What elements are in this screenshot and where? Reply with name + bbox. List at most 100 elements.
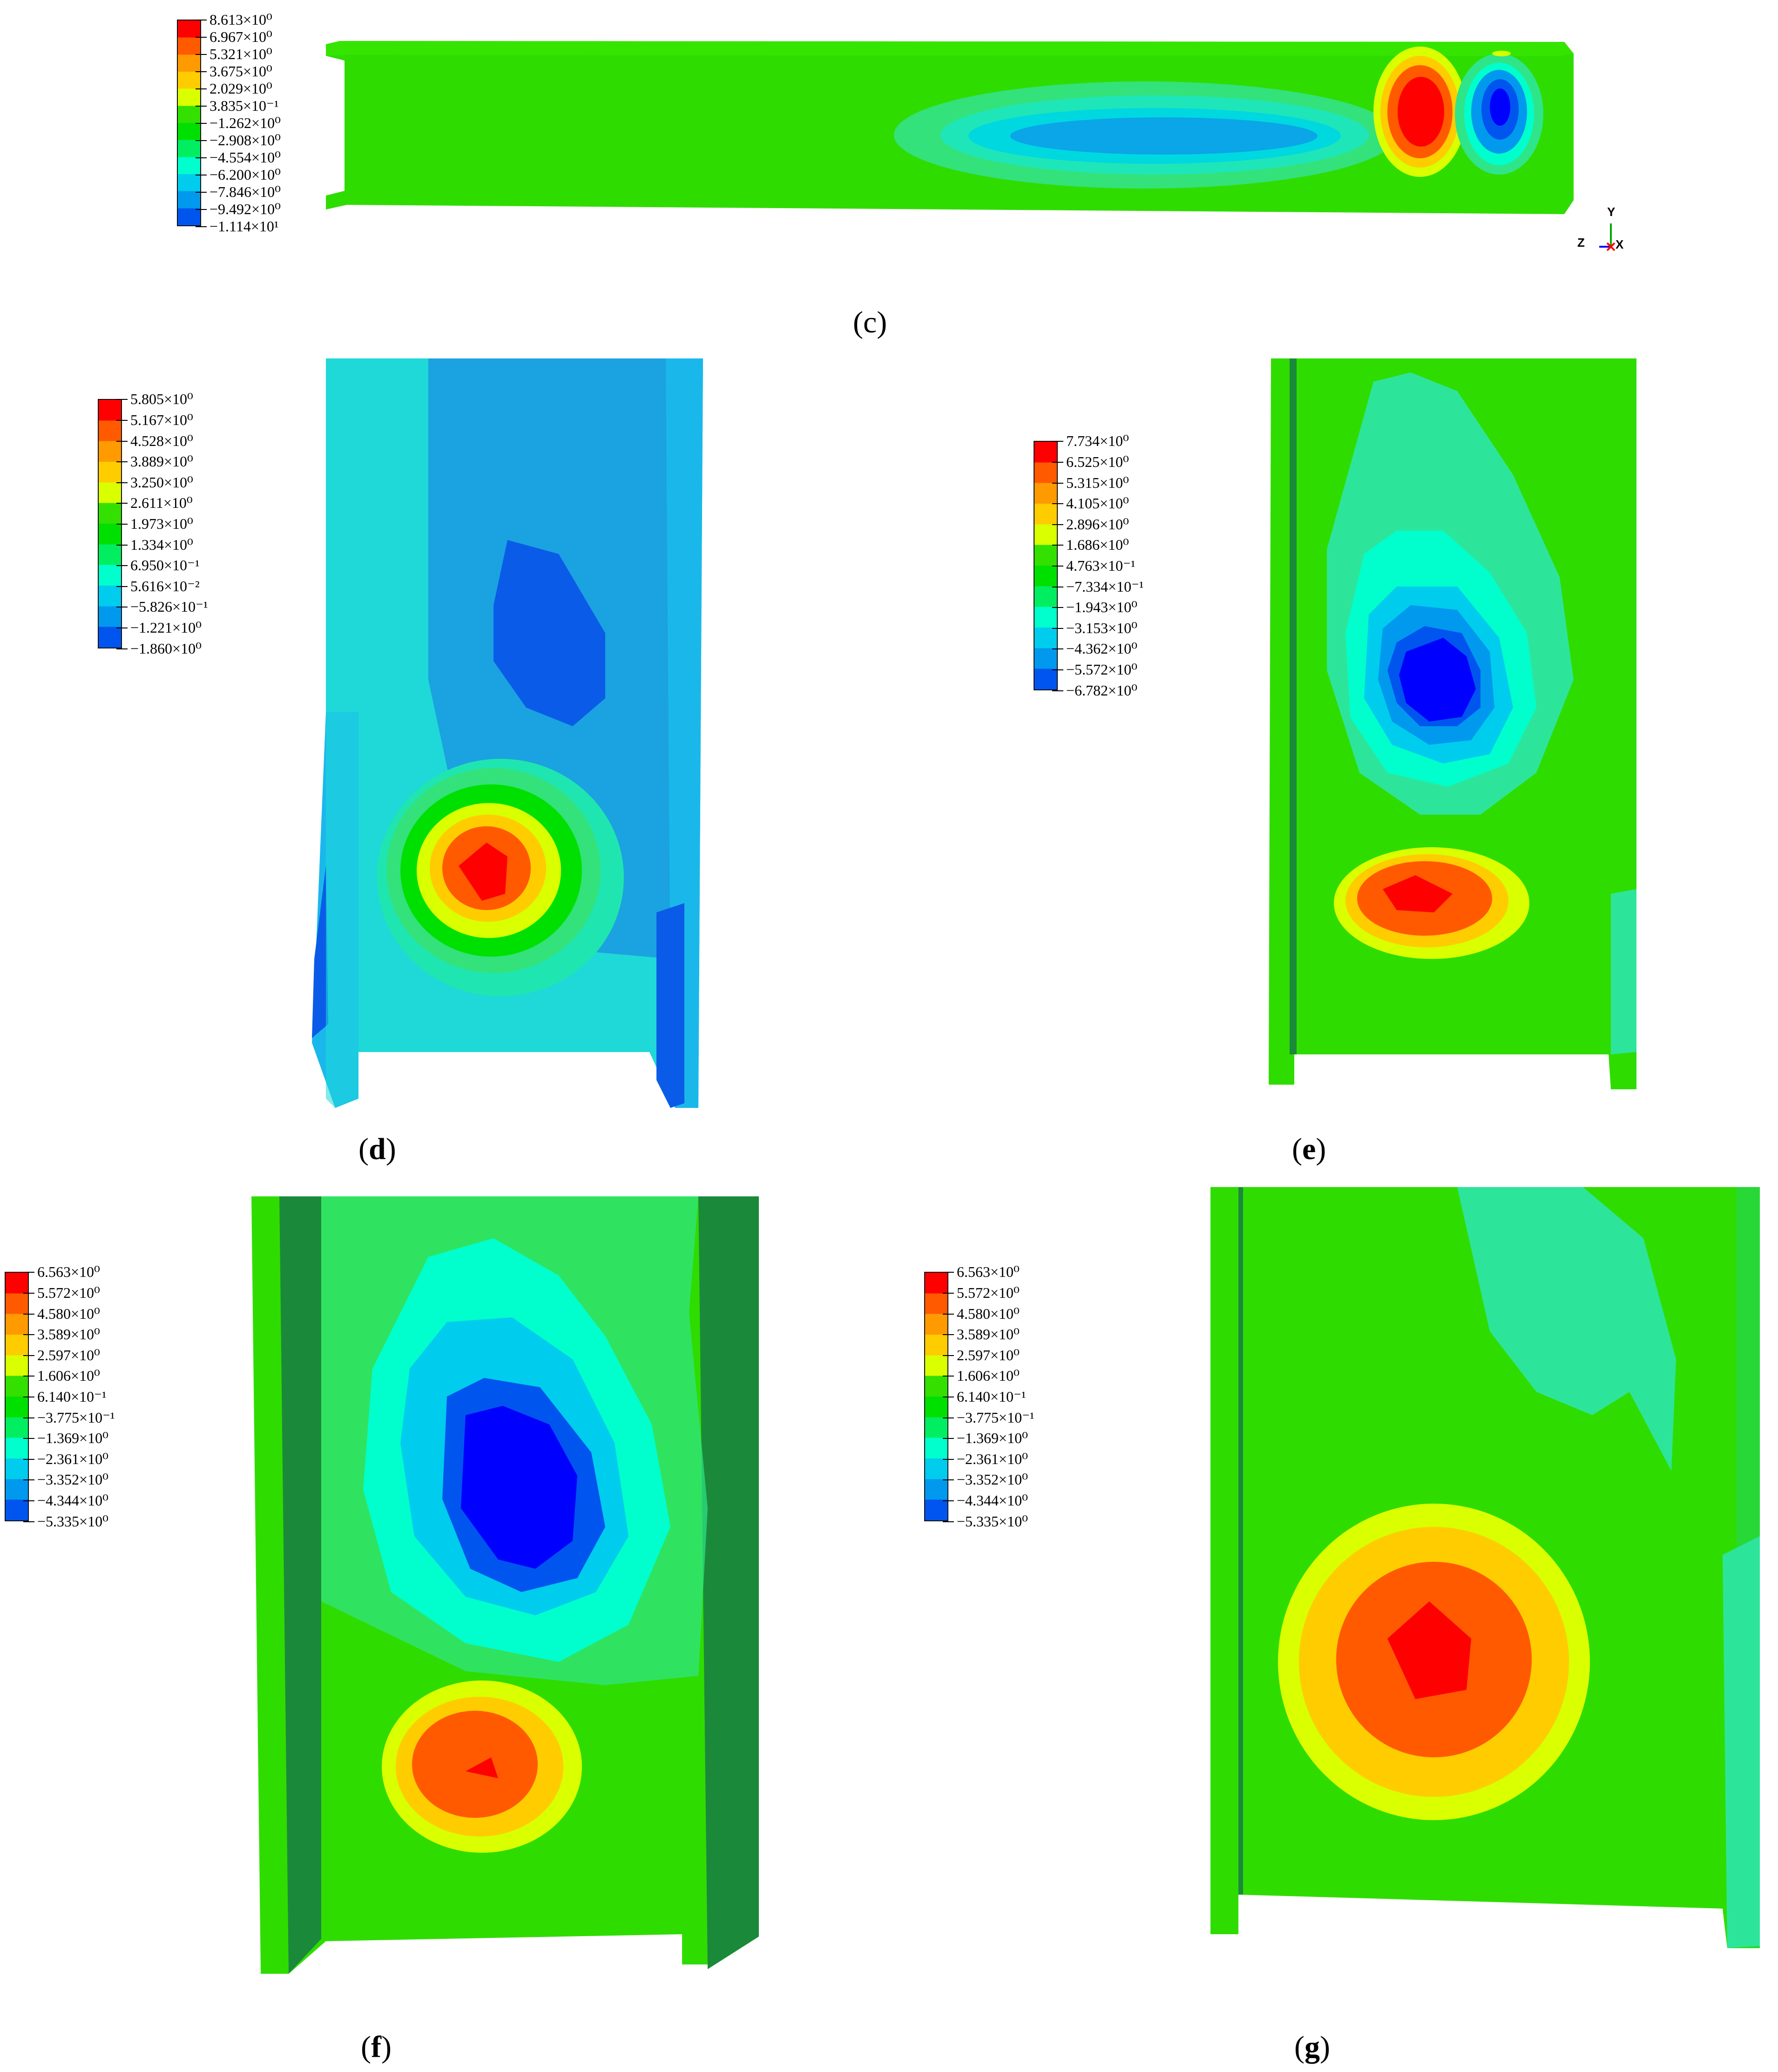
axis-triad: Y Z X <box>1574 205 1625 261</box>
legend-tick <box>196 54 207 55</box>
legend-tick <box>23 1500 34 1502</box>
legend-tick <box>1052 648 1063 650</box>
legend-colorbar <box>5 1272 29 1521</box>
legend-label: −7.846×10⁰ <box>210 183 281 200</box>
legend-tick <box>23 1355 34 1356</box>
legend-tick <box>943 1417 954 1418</box>
legend-tick <box>196 37 207 38</box>
legend-tick <box>943 1376 954 1377</box>
legend-tick <box>1052 524 1063 525</box>
legend-f: 6.563×10⁰ 5.572×10⁰ 4.580×10⁰ 3.589×10⁰ 2.59… <box>5 1262 172 1532</box>
legend-label: −4.344×10⁰ <box>37 1492 108 1509</box>
legend-tick <box>116 399 128 400</box>
legend-tick <box>943 1334 954 1336</box>
legend-label: 1.973×10⁰ <box>130 515 193 532</box>
legend-tick <box>23 1479 34 1481</box>
legend-label: 4.580×10⁰ <box>957 1305 1020 1322</box>
column-contour-f <box>251 1196 759 1974</box>
legend-label: −1.114×10¹ <box>210 217 279 235</box>
legend-label: 8.613×10⁰ <box>210 11 272 28</box>
legend-tick <box>116 461 128 463</box>
legend-label: 2.896×10⁰ <box>1066 515 1129 533</box>
legend-tick <box>943 1500 954 1502</box>
legend-tick <box>943 1479 954 1481</box>
legend-label: 5.572×10⁰ <box>957 1284 1020 1301</box>
legend-label: 6.563×10⁰ <box>37 1263 100 1281</box>
legend-label: −4.344×10⁰ <box>957 1492 1028 1509</box>
legend-colorbar <box>924 1272 948 1521</box>
legend-c: 8.613×10⁰ 6.967×10⁰ 5.321×10⁰ 3.675×10⁰ 2.02… <box>177 11 317 235</box>
legend-label: −2.361×10⁰ <box>957 1450 1028 1467</box>
axis-z-label: Z <box>1577 236 1585 250</box>
axis-x-label: X <box>1616 237 1624 251</box>
legend-label: 6.525×10⁰ <box>1066 453 1129 470</box>
legend-label: −2.361×10⁰ <box>37 1450 108 1467</box>
panel-e: 7.734×10⁰ 6.525×10⁰ 5.315×10⁰ 4.105×10⁰ 2.89… <box>885 354 1778 1182</box>
caption-d: (d) <box>358 1132 396 1166</box>
legend-tick <box>1052 566 1063 567</box>
legend-tick <box>1052 461 1063 463</box>
legend-tick <box>116 648 128 649</box>
legend-tick <box>1052 628 1063 629</box>
legend-label: 5.572×10⁰ <box>37 1284 100 1301</box>
legend-label: 1.606×10⁰ <box>37 1367 100 1384</box>
legend-label: −4.362×10⁰ <box>1066 640 1137 657</box>
legend-label: −9.492×10⁰ <box>210 200 281 217</box>
legend-label: 1.686×10⁰ <box>1066 536 1129 553</box>
column-contour-g <box>1210 1187 1760 1948</box>
legend-label: 4.580×10⁰ <box>37 1305 100 1322</box>
legend-label: 3.675×10⁰ <box>210 63 272 80</box>
legend-tick <box>196 88 207 90</box>
legend-tick <box>23 1334 34 1336</box>
legend-e: 7.734×10⁰ 6.525×10⁰ 5.315×10⁰ 4.105×10⁰ 2.89… <box>1034 431 1201 701</box>
legend-label: 3.589×10⁰ <box>37 1326 100 1343</box>
legend-tick <box>23 1417 34 1418</box>
legend-label: −1.860×10⁰ <box>130 640 202 657</box>
legend-d: 5.805×10⁰ 5.167×10⁰ 4.528×10⁰ 3.889×10⁰ 3.25… <box>98 389 265 659</box>
legend-label: −3.775×10⁻¹ <box>957 1409 1034 1426</box>
legend-label: 6.140×10⁻¹ <box>37 1388 107 1405</box>
legend-tick <box>196 123 207 124</box>
legend-label: 5.616×10⁻² <box>130 577 200 594</box>
legend-tick <box>1052 482 1063 484</box>
legend-tick <box>116 565 128 567</box>
legend-label: 2.597×10⁰ <box>957 1346 1020 1363</box>
legend-label: −7.334×10⁻¹ <box>1066 578 1144 595</box>
legend-label: 2.597×10⁰ <box>37 1346 100 1363</box>
legend-label: 5.315×10⁰ <box>1066 474 1129 491</box>
legend-tick <box>943 1272 954 1273</box>
legend-tick <box>1052 607 1063 608</box>
panel-c: 8.613×10⁰ 6.967×10⁰ 5.321×10⁰ 3.675×10⁰ 2.02… <box>0 0 1778 363</box>
legend-tick <box>943 1292 954 1294</box>
legend-label: −6.200×10⁰ <box>210 166 281 183</box>
legend-label: −3.352×10⁰ <box>37 1471 108 1488</box>
axis-y-label: Y <box>1607 205 1616 219</box>
legend-tick <box>196 140 207 141</box>
caption-g: (g) <box>1294 2030 1330 2064</box>
legend-label: 6.967×10⁰ <box>210 28 272 46</box>
legend-label: 4.105×10⁰ <box>1066 495 1129 512</box>
legend-label: 5.805×10⁰ <box>130 391 193 408</box>
legend-tick <box>116 586 128 587</box>
column-contour-d <box>312 358 703 1108</box>
legend-label: 6.563×10⁰ <box>957 1263 1020 1281</box>
legend-label: −3.352×10⁰ <box>957 1471 1028 1488</box>
panel-f: 6.563×10⁰ 5.572×10⁰ 4.580×10⁰ 3.589×10⁰ 2.59… <box>0 1182 885 2072</box>
legend-label: 2.611×10⁰ <box>130 494 193 512</box>
legend-tick <box>1052 669 1063 671</box>
legend-label: −1.369×10⁰ <box>37 1430 108 1447</box>
legend-label: −3.775×10⁻¹ <box>37 1409 115 1426</box>
legend-tick <box>1052 441 1063 442</box>
legend-label: −4.554×10⁰ <box>210 148 281 166</box>
legend-label: −5.572×10⁰ <box>1066 661 1137 678</box>
legend-label: 4.528×10⁰ <box>130 432 193 449</box>
legend-label: 6.140×10⁻¹ <box>957 1388 1026 1405</box>
legend-tick <box>23 1313 34 1315</box>
legend-tick <box>1052 545 1063 546</box>
legend-label: 3.589×10⁰ <box>957 1326 1020 1343</box>
axis-triad-icon <box>1599 223 1616 251</box>
panel-d: 5.805×10⁰ 5.167×10⁰ 4.528×10⁰ 3.889×10⁰ 3.25… <box>0 354 885 1182</box>
caption-f: (f) <box>361 2030 392 2064</box>
legend-label: −2.908×10⁰ <box>210 131 281 148</box>
legend-colorbar <box>1034 441 1058 690</box>
